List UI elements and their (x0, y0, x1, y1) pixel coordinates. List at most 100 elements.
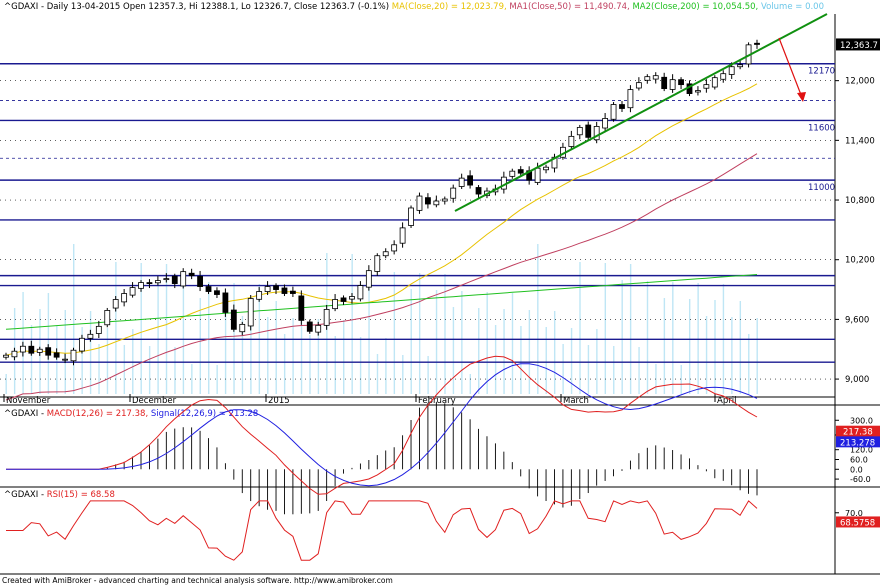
candle-body (197, 276, 203, 287)
volume-bar (224, 299, 227, 394)
candle-body (737, 64, 744, 68)
candle-body (205, 286, 212, 292)
volume-info: Volume = 0.00 (760, 2, 825, 12)
candle-body (281, 287, 288, 294)
volume-bar (283, 334, 286, 394)
volume-bar (216, 365, 218, 394)
candle-body (593, 126, 600, 141)
candle-body (703, 84, 710, 89)
volume-bar (553, 311, 556, 394)
price-axis: 12,000 11,400 10,800 10,200 9,600 9,000 12,363… (835, 38, 880, 385)
volume-bar (705, 316, 708, 394)
volume-bar (748, 334, 750, 394)
volume-bar (267, 317, 269, 394)
candle-body (475, 187, 482, 195)
price-tick-label: 12,000 (845, 77, 875, 87)
forecast-arrow (778, 37, 804, 101)
candle-body (652, 75, 659, 80)
volume-bar (123, 345, 126, 394)
volume-bar (672, 282, 674, 394)
candle-body (146, 282, 153, 284)
volume-bar (511, 293, 514, 394)
level-label: 12170 (808, 67, 835, 77)
volume-bar (165, 264, 168, 394)
volume-bar (528, 310, 531, 394)
volume-bar (199, 298, 201, 394)
macd-line (6, 355, 758, 495)
candle-body (188, 272, 195, 277)
signal-line (6, 363, 758, 487)
candle-body (45, 347, 52, 356)
volume-bar (461, 291, 463, 394)
ma50-info: MA1(Close,50) = 11,490.74, (509, 2, 630, 12)
macd-prefix: ^GDAXI - (4, 409, 47, 419)
candle-body (129, 287, 136, 296)
volume-bar (402, 355, 404, 394)
candle-body (230, 309, 237, 330)
volume-bars (5, 244, 758, 394)
candle-body (62, 358, 68, 361)
candle-body (289, 290, 296, 294)
volume-bar (106, 328, 109, 394)
volume-bar (81, 327, 83, 394)
candle-body (273, 285, 279, 290)
volume-bar (494, 325, 497, 394)
level-label: 11600 (808, 123, 835, 133)
candle-body (323, 309, 330, 326)
candle-body (87, 333, 94, 339)
volume-bar (756, 318, 758, 394)
moving-averages (5, 83, 758, 401)
volume-bar (478, 308, 480, 394)
volume-bar (275, 301, 277, 394)
candle-body (53, 352, 60, 358)
volume-bar (714, 300, 716, 394)
volume-bar (587, 345, 590, 394)
volume-bar (351, 254, 353, 394)
macd-info: MACD(12,26) = 217.38, (46, 409, 149, 419)
ma200-info: MA2(Close,200) = 10,054.50, (632, 2, 759, 12)
candle-body (340, 297, 347, 302)
volume-bar (663, 298, 666, 394)
volume-bar (503, 309, 505, 394)
volume-bar (410, 289, 412, 394)
candle-body (509, 170, 516, 177)
candle-body (391, 244, 398, 252)
volume-bar (250, 300, 252, 394)
ma20-line (5, 83, 758, 356)
candle-body (171, 275, 178, 284)
volume-bar (98, 344, 100, 394)
volume-bar (688, 299, 691, 394)
rsi-header: ^GDAXI - RSI(15) = 68.58 (4, 490, 115, 500)
volume-bar (739, 301, 742, 394)
volume-bar (300, 302, 303, 394)
candle-body (112, 299, 119, 309)
signal-info: Signal(12,26,9) = 213.28 (150, 409, 259, 419)
candle-body (441, 198, 448, 202)
candle-body (644, 76, 651, 81)
candle-body (247, 298, 254, 327)
volume-bar (629, 264, 632, 394)
candle-body (28, 345, 35, 354)
signal-value-box (836, 436, 880, 448)
price-tick-label: 10,200 (845, 256, 875, 266)
main-chart-header: ^GDAXI - Daily 13-04-2015 Open 12357.3, … (4, 2, 824, 12)
macd-value-label: 217.38 (843, 428, 873, 438)
candle-body (619, 104, 625, 109)
volume-bar (486, 292, 488, 394)
rsi-line (6, 500, 758, 561)
volume-bar (731, 317, 733, 394)
candle-body (104, 310, 111, 326)
volume-bar (5, 374, 7, 394)
footer-credit: Created with AmiBroker - advanced charti… (2, 576, 393, 585)
volume-bar (545, 327, 547, 394)
volume-bar (241, 316, 244, 394)
candle-body (11, 350, 18, 358)
candle-body (349, 296, 355, 300)
volume-bar (537, 244, 539, 394)
volume-bar (115, 262, 117, 394)
candle-body (222, 292, 229, 313)
volume-bar (562, 344, 564, 394)
volume-bar (621, 280, 623, 394)
volume-bar (570, 328, 573, 394)
